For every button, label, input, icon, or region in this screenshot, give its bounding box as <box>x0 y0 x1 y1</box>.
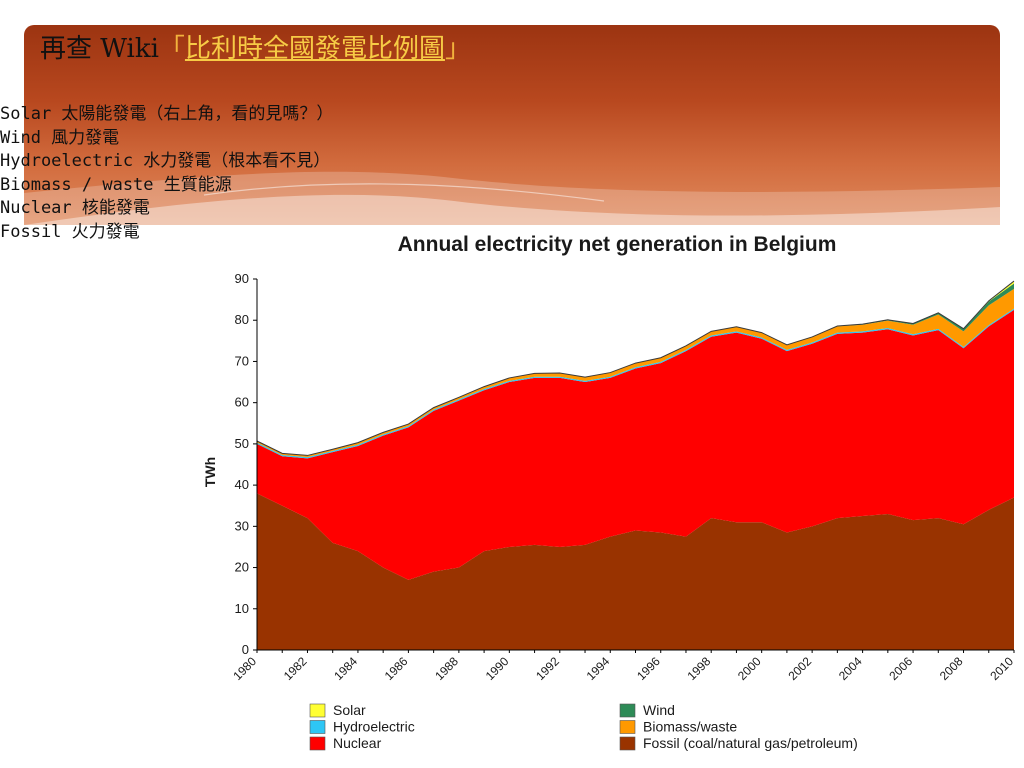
slide-title: 再查 Wiki「比利時全國發電比例圖」 <box>40 28 471 65</box>
legend-swatch-solar <box>309 703 326 718</box>
note-biomass: Biomass / waste 生質能源 <box>0 174 232 195</box>
y-tick-label: 50 <box>235 436 249 451</box>
energy-source-list: Solar 太陽能發電（右上角，看的見嗎？） Wind 風力發電 Hydroel… <box>0 103 333 245</box>
x-tick-label: 1988 <box>432 654 461 683</box>
stack-outline <box>256 280 1015 456</box>
generation-chart: Annual electricity net generation in Bel… <box>202 233 1016 751</box>
y-tick-label: 60 <box>235 395 249 410</box>
y-tick-label: 70 <box>235 353 249 368</box>
legend-swatch-nuclear <box>309 736 326 751</box>
x-tick-label: 1980 <box>230 654 259 683</box>
legend-label-biomass-waste: Biomass/waste <box>643 719 737 735</box>
x-tick-label: 1990 <box>483 654 512 683</box>
area-nuclear <box>257 309 1014 580</box>
x-tick-label: 1986 <box>382 654 411 683</box>
title-prefix: 再查 Wiki <box>40 34 159 64</box>
y-axis-label: TWh <box>202 457 218 487</box>
x-tick-label: 2008 <box>937 654 966 683</box>
x-tick-label: 2010 <box>987 654 1016 683</box>
legend-swatch-wind <box>619 703 636 718</box>
area-fossil-coal-natural-gas-petroleum <box>257 493 1014 650</box>
y-tick-label: 80 <box>235 312 249 327</box>
x-tick-label: 2004 <box>836 654 865 683</box>
x-tick-label: 1996 <box>634 654 663 683</box>
chart-title: Annual electricity net generation in Bel… <box>398 233 837 256</box>
note-hydroelectric: Hydroelectric 水力發電（根本看不見） <box>0 151 331 172</box>
title-banner <box>24 25 1000 225</box>
open-bracket: 「 <box>158 34 185 64</box>
legend-label-hydroelectric: Hydroelectric <box>333 719 415 735</box>
legend-swatch-fossil-coal-natural-gas-petroleum <box>619 736 636 751</box>
note-solar: Solar 太陽能發電（右上角，看的見嗎？） <box>0 104 334 124</box>
chart-legend: Solar Wind Hydroelectric Biomass/waste Nucle… <box>309 702 858 751</box>
y-tick-label: 0 <box>242 642 249 657</box>
banner-swoosh <box>24 171 1000 225</box>
x-tick-label: 1982 <box>281 654 310 683</box>
x-tick-label: 2006 <box>886 654 915 683</box>
wiki-link[interactable]: 比利時全國發電比例圖 <box>184 34 445 64</box>
note-wind: Wind 風力發電 <box>0 127 120 148</box>
y-tick-label: 10 <box>235 601 249 616</box>
y-tick-label: 90 <box>235 271 249 286</box>
x-tick-label: 2002 <box>785 654 814 683</box>
close-bracket: 」 <box>444 34 471 64</box>
legend-label-solar: Solar <box>333 702 366 718</box>
note-fossil: Fossil 火力發電 <box>0 221 140 242</box>
x-tick-label: 1984 <box>331 654 360 683</box>
x-tick-label: 2000 <box>735 654 764 683</box>
legend-label-fossil-coal-natural-gas-petroleum: Fossil (coal/natural gas/petroleum) <box>643 735 858 751</box>
plot-area: 0 10 20 30 40 50 60 70 80 90 1980 1982 1984 1986 1988 1… <box>230 271 1016 683</box>
legend-label-nuclear: Nuclear <box>333 735 382 751</box>
legend-swatch-hydroelectric <box>309 720 326 734</box>
y-tick-label: 40 <box>235 477 249 492</box>
x-tick-label: 1994 <box>584 654 613 683</box>
x-tick-label: 1998 <box>685 654 714 683</box>
x-tick-label: 1992 <box>533 654 562 683</box>
legend-label-wind: Wind <box>643 702 675 718</box>
note-nuclear: Nuclear 核能發電 <box>0 198 150 219</box>
y-tick-label: 30 <box>235 518 249 533</box>
y-tick-label: 20 <box>235 560 249 575</box>
legend-swatch-biomass-waste <box>619 720 636 734</box>
